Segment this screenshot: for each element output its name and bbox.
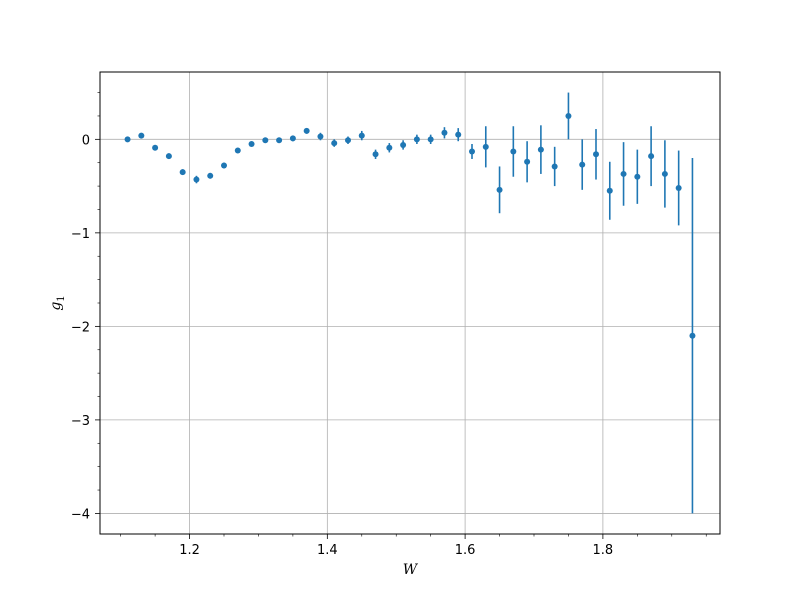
data-point xyxy=(262,137,269,144)
data-point xyxy=(207,172,214,179)
x-axis-label: W xyxy=(403,562,419,578)
data-point xyxy=(620,170,627,177)
data-point xyxy=(289,135,296,142)
data-point xyxy=(634,173,641,180)
y-axis-label: g1 xyxy=(48,295,67,310)
data-point xyxy=(661,170,668,177)
data-point xyxy=(496,186,503,193)
grid xyxy=(100,72,720,534)
data-points xyxy=(124,112,696,339)
data-point xyxy=(193,176,200,183)
data-point xyxy=(455,131,462,138)
data-point xyxy=(441,129,448,136)
data-point xyxy=(469,148,475,155)
data-point xyxy=(276,137,283,144)
data-point xyxy=(165,153,172,160)
y-axis-ticks: 0 −1 −2 −3 −4 xyxy=(71,92,100,522)
data-point xyxy=(138,132,145,139)
data-point xyxy=(358,132,365,139)
data-point xyxy=(551,163,558,170)
data-point xyxy=(372,151,379,158)
data-point xyxy=(234,147,241,154)
x-axis-ticks: 1.2 1.4 1.6 1.8 xyxy=(120,534,707,558)
y-axis-label-subscript: 1 xyxy=(56,295,67,301)
data-point xyxy=(606,187,613,194)
y-tick-label: −3 xyxy=(71,414,90,429)
data-point xyxy=(303,127,310,134)
data-point xyxy=(675,184,682,191)
data-point xyxy=(179,169,186,176)
data-point xyxy=(248,141,255,148)
y-axis-label-main: g xyxy=(48,302,64,311)
data-point xyxy=(579,161,586,168)
data-point xyxy=(689,332,696,339)
x-tick-label: 1.6 xyxy=(455,543,476,558)
data-point xyxy=(413,136,420,143)
data-point xyxy=(400,141,407,148)
x-tick-label: 1.4 xyxy=(317,543,338,558)
data-point xyxy=(427,136,434,143)
data-point xyxy=(593,151,599,158)
x-tick-label: 1.8 xyxy=(593,543,614,558)
data-point xyxy=(221,162,227,169)
y-tick-label: 0 xyxy=(82,133,90,148)
data-point xyxy=(124,136,131,143)
data-point xyxy=(524,158,531,165)
data-point xyxy=(331,140,338,147)
data-point xyxy=(482,143,489,150)
data-point xyxy=(386,144,393,151)
data-point xyxy=(648,153,655,160)
y-tick-label: −4 xyxy=(71,507,90,522)
data-point xyxy=(537,146,544,153)
y-tick-label: −2 xyxy=(71,320,90,335)
data-point xyxy=(345,137,351,144)
y-tick-label: −1 xyxy=(71,227,90,242)
x-tick-label: 1.2 xyxy=(179,543,200,558)
data-point xyxy=(152,144,159,151)
data-point xyxy=(565,112,572,119)
data-point xyxy=(317,133,324,140)
data-point xyxy=(510,148,517,155)
